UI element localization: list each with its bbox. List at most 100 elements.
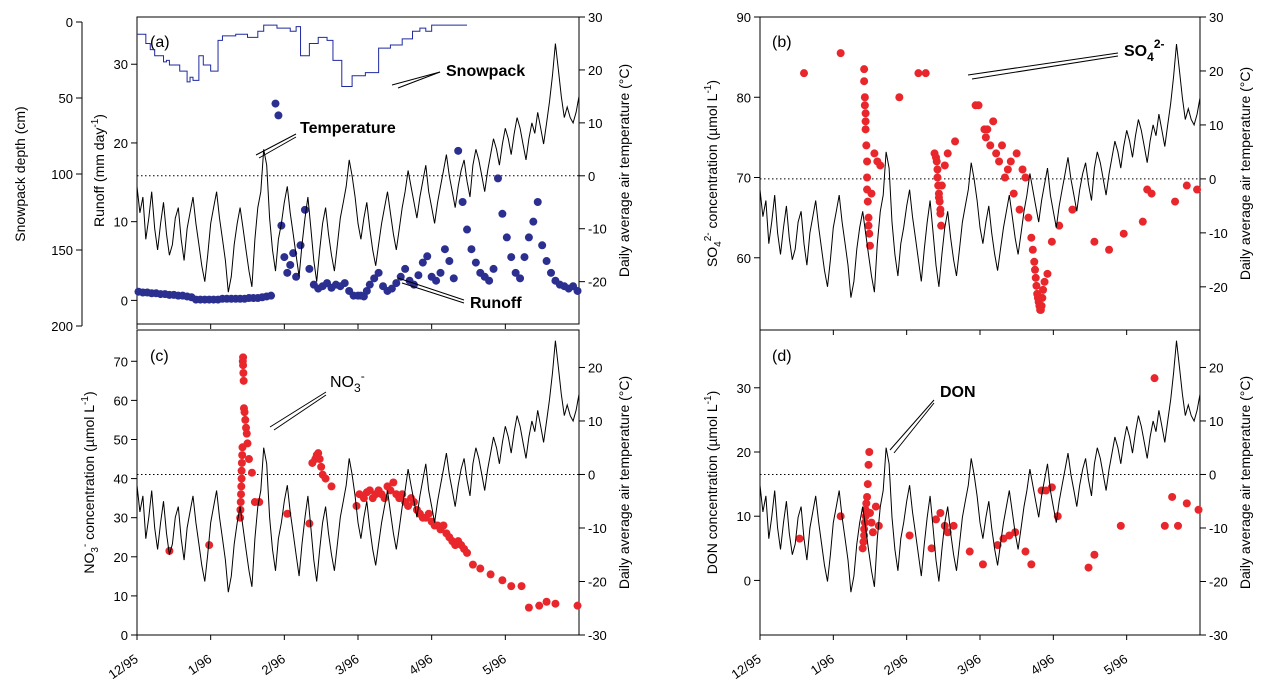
concentration-point bbox=[247, 468, 256, 477]
concentration-point bbox=[404, 501, 413, 510]
concentration-point bbox=[1032, 281, 1041, 290]
concentration-point bbox=[239, 369, 248, 378]
left-axis-label: NO3- concentration (µmol L-1) bbox=[80, 391, 101, 573]
runoff-point bbox=[401, 264, 410, 273]
concentration-point bbox=[239, 376, 248, 385]
concentration-point bbox=[965, 547, 974, 556]
concentration-point bbox=[1047, 237, 1056, 246]
x-tick-label: 12/95 bbox=[728, 651, 763, 681]
right-tick-label: 10 bbox=[588, 116, 602, 131]
concentration-point bbox=[943, 528, 952, 537]
concentration-point bbox=[981, 133, 990, 142]
concentration-point bbox=[863, 480, 872, 489]
concentration-point bbox=[463, 548, 472, 557]
right-tick-label: -20 bbox=[588, 275, 607, 290]
temperature-line bbox=[759, 340, 1201, 593]
concentration-point bbox=[1168, 492, 1177, 501]
right-axis-label: Daily average air temperature (°C) bbox=[1237, 67, 1253, 280]
concentration-point bbox=[283, 509, 292, 518]
concentration-point bbox=[865, 448, 874, 456]
annotation-temperature: Temperature bbox=[300, 120, 396, 137]
snowpack-tick-label: 0 bbox=[66, 15, 73, 30]
concentration-point bbox=[1027, 233, 1036, 242]
concentration-point bbox=[237, 474, 246, 483]
annotation-pointer bbox=[273, 394, 327, 431]
right-tick-label: -10 bbox=[1209, 521, 1228, 536]
x-tick-label: 4/96 bbox=[1028, 651, 1057, 678]
concentration-point bbox=[983, 125, 992, 134]
annotation-snowpack: Snowpack bbox=[446, 63, 525, 80]
concentration-point bbox=[1009, 189, 1018, 198]
concentration-point bbox=[1182, 499, 1191, 508]
concentration-point bbox=[1090, 550, 1099, 559]
left-tick-label: 20 bbox=[114, 136, 128, 151]
concentration-point bbox=[836, 512, 845, 521]
concentration-point bbox=[860, 65, 869, 74]
runoff-point bbox=[423, 252, 432, 261]
runoff-point bbox=[529, 217, 538, 226]
runoff-point bbox=[542, 257, 551, 266]
concentration-point bbox=[862, 499, 871, 508]
left-tick-label: 0 bbox=[121, 628, 128, 643]
concentration-point bbox=[860, 101, 869, 110]
plot-frame bbox=[759, 16, 1201, 331]
runoff-point bbox=[573, 286, 582, 295]
annotation-pointer bbox=[397, 71, 441, 89]
left-tick-label: 10 bbox=[114, 589, 128, 604]
annotation-runoff: Runoff bbox=[470, 295, 522, 312]
concentration-point bbox=[424, 509, 433, 518]
left-tick-label: 30 bbox=[114, 511, 128, 526]
concentration-point bbox=[305, 519, 314, 528]
left-tick-label: 60 bbox=[114, 393, 128, 408]
concentration-point bbox=[1194, 505, 1203, 514]
left-tick-label: 90 bbox=[737, 10, 751, 25]
runoff-point bbox=[418, 258, 427, 267]
concentration-point bbox=[1024, 213, 1033, 222]
right-tick-label: 20 bbox=[588, 360, 602, 375]
concentration-point bbox=[867, 518, 876, 527]
concentration-point bbox=[468, 560, 477, 569]
concentration-point bbox=[800, 69, 808, 78]
concentration-point bbox=[1174, 521, 1182, 530]
concentration-point bbox=[860, 77, 869, 86]
right-tick-label: 10 bbox=[1209, 414, 1223, 429]
concentration-point bbox=[1028, 245, 1037, 254]
x-tick-label: 1/96 bbox=[808, 651, 837, 678]
runoff-point bbox=[445, 257, 454, 266]
right-tick-label: -30 bbox=[1209, 628, 1228, 643]
concentration-point bbox=[1015, 205, 1024, 214]
concentration-point bbox=[864, 213, 873, 222]
runoff-point bbox=[300, 205, 309, 214]
temperature-line bbox=[136, 340, 580, 593]
concentration-point bbox=[242, 423, 251, 432]
concentration-point bbox=[1012, 149, 1021, 158]
concentration-point bbox=[573, 601, 582, 610]
concentration-point bbox=[870, 149, 879, 158]
x-tick-label: 4/96 bbox=[406, 651, 435, 678]
concentration-point bbox=[517, 582, 526, 591]
concentration-point bbox=[927, 544, 936, 553]
right-tick-label: 20 bbox=[1209, 64, 1223, 79]
annotation-nitrate: NO3- bbox=[330, 369, 365, 395]
concentration-point bbox=[1047, 483, 1056, 492]
annotation-pointer bbox=[893, 402, 935, 454]
x-tick-label: 2/96 bbox=[881, 651, 910, 678]
left-tick-label: 70 bbox=[737, 171, 751, 186]
concentration-point bbox=[1038, 293, 1047, 302]
concentration-point bbox=[1116, 521, 1125, 530]
runoff-point bbox=[280, 253, 289, 262]
left-tick-label: 0 bbox=[744, 573, 751, 588]
runoff-point bbox=[283, 268, 292, 277]
runoff-point bbox=[286, 260, 295, 269]
runoff-point bbox=[463, 225, 472, 234]
concentration-point bbox=[389, 478, 398, 487]
right-axis-label: Daily average air temperature (°C) bbox=[616, 64, 632, 277]
left-axis-label: SO42- concentration (µmol L-1) bbox=[703, 80, 724, 267]
concentration-point bbox=[365, 486, 374, 495]
concentration-point bbox=[1018, 165, 1027, 174]
left-tick-label: 80 bbox=[737, 90, 751, 105]
runoff-point bbox=[436, 268, 445, 277]
concentration-point bbox=[315, 455, 324, 464]
concentration-point bbox=[237, 490, 246, 499]
